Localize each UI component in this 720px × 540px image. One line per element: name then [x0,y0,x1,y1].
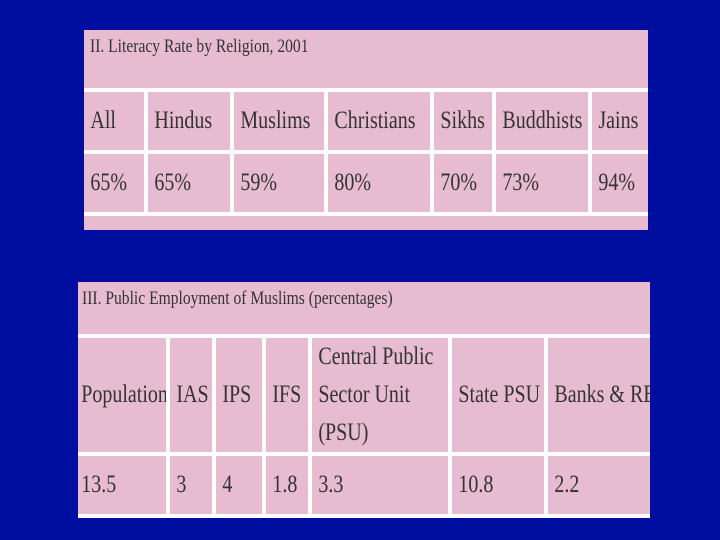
header-cell: Population [78,334,170,456]
header-cell: Sikhs [434,88,496,154]
value-cell: 80% [328,154,434,216]
value-cell: 65% [148,154,234,216]
literacy-table-title: II. Literacy Rate by Religion, 2001 [90,36,309,57]
header-cell: Hindus [148,88,234,154]
value-cell: 1.8 [266,456,312,518]
header-cell: Christians [328,88,434,154]
literacy-value-row: 65% 65% 59% 80% 70% 73% 94% [84,154,648,216]
value-cell: 13.5 [78,456,170,518]
value-cell: 2.2 [548,456,650,518]
header-cell: All [84,88,148,154]
value-cell: 65% [84,154,148,216]
literacy-table: All Hindus Muslims Christians Sikhs Budd… [84,88,648,216]
employment-header-row: Population IAS IPS IFS Central Public Se… [78,334,650,456]
employment-table: Population IAS IPS IFS Central Public Se… [78,334,650,518]
value-cell: 10.8 [452,456,548,518]
employment-value-row: 13.5 3 4 1.8 3.3 10.8 2.2 [78,456,650,518]
literacy-header-row: All Hindus Muslims Christians Sikhs Budd… [84,88,648,154]
employment-panel: III. Public Employment of Muslims (perce… [78,282,650,518]
header-cell: IFS [266,334,312,456]
value-cell: 73% [496,154,592,216]
value-cell: 3.3 [312,456,452,518]
header-cell: State PSU [452,334,548,456]
header-cell: Buddhists [496,88,592,154]
employment-table-title: III. Public Employment of Muslims (perce… [82,288,393,309]
value-cell: 59% [234,154,328,216]
value-cell: 70% [434,154,496,216]
header-cell: Banks & RBI [548,334,650,456]
header-cell: IPS [216,334,266,456]
value-cell: 94% [592,154,648,216]
literacy-panel: II. Literacy Rate by Religion, 2001 All … [84,30,648,230]
header-cell: Muslims [234,88,328,154]
value-cell: 4 [216,456,266,518]
header-cell: Central Public Sector Unit (PSU) [312,334,452,456]
value-cell: 3 [170,456,216,518]
header-cell: Jains [592,88,648,154]
header-cell: IAS [170,334,216,456]
